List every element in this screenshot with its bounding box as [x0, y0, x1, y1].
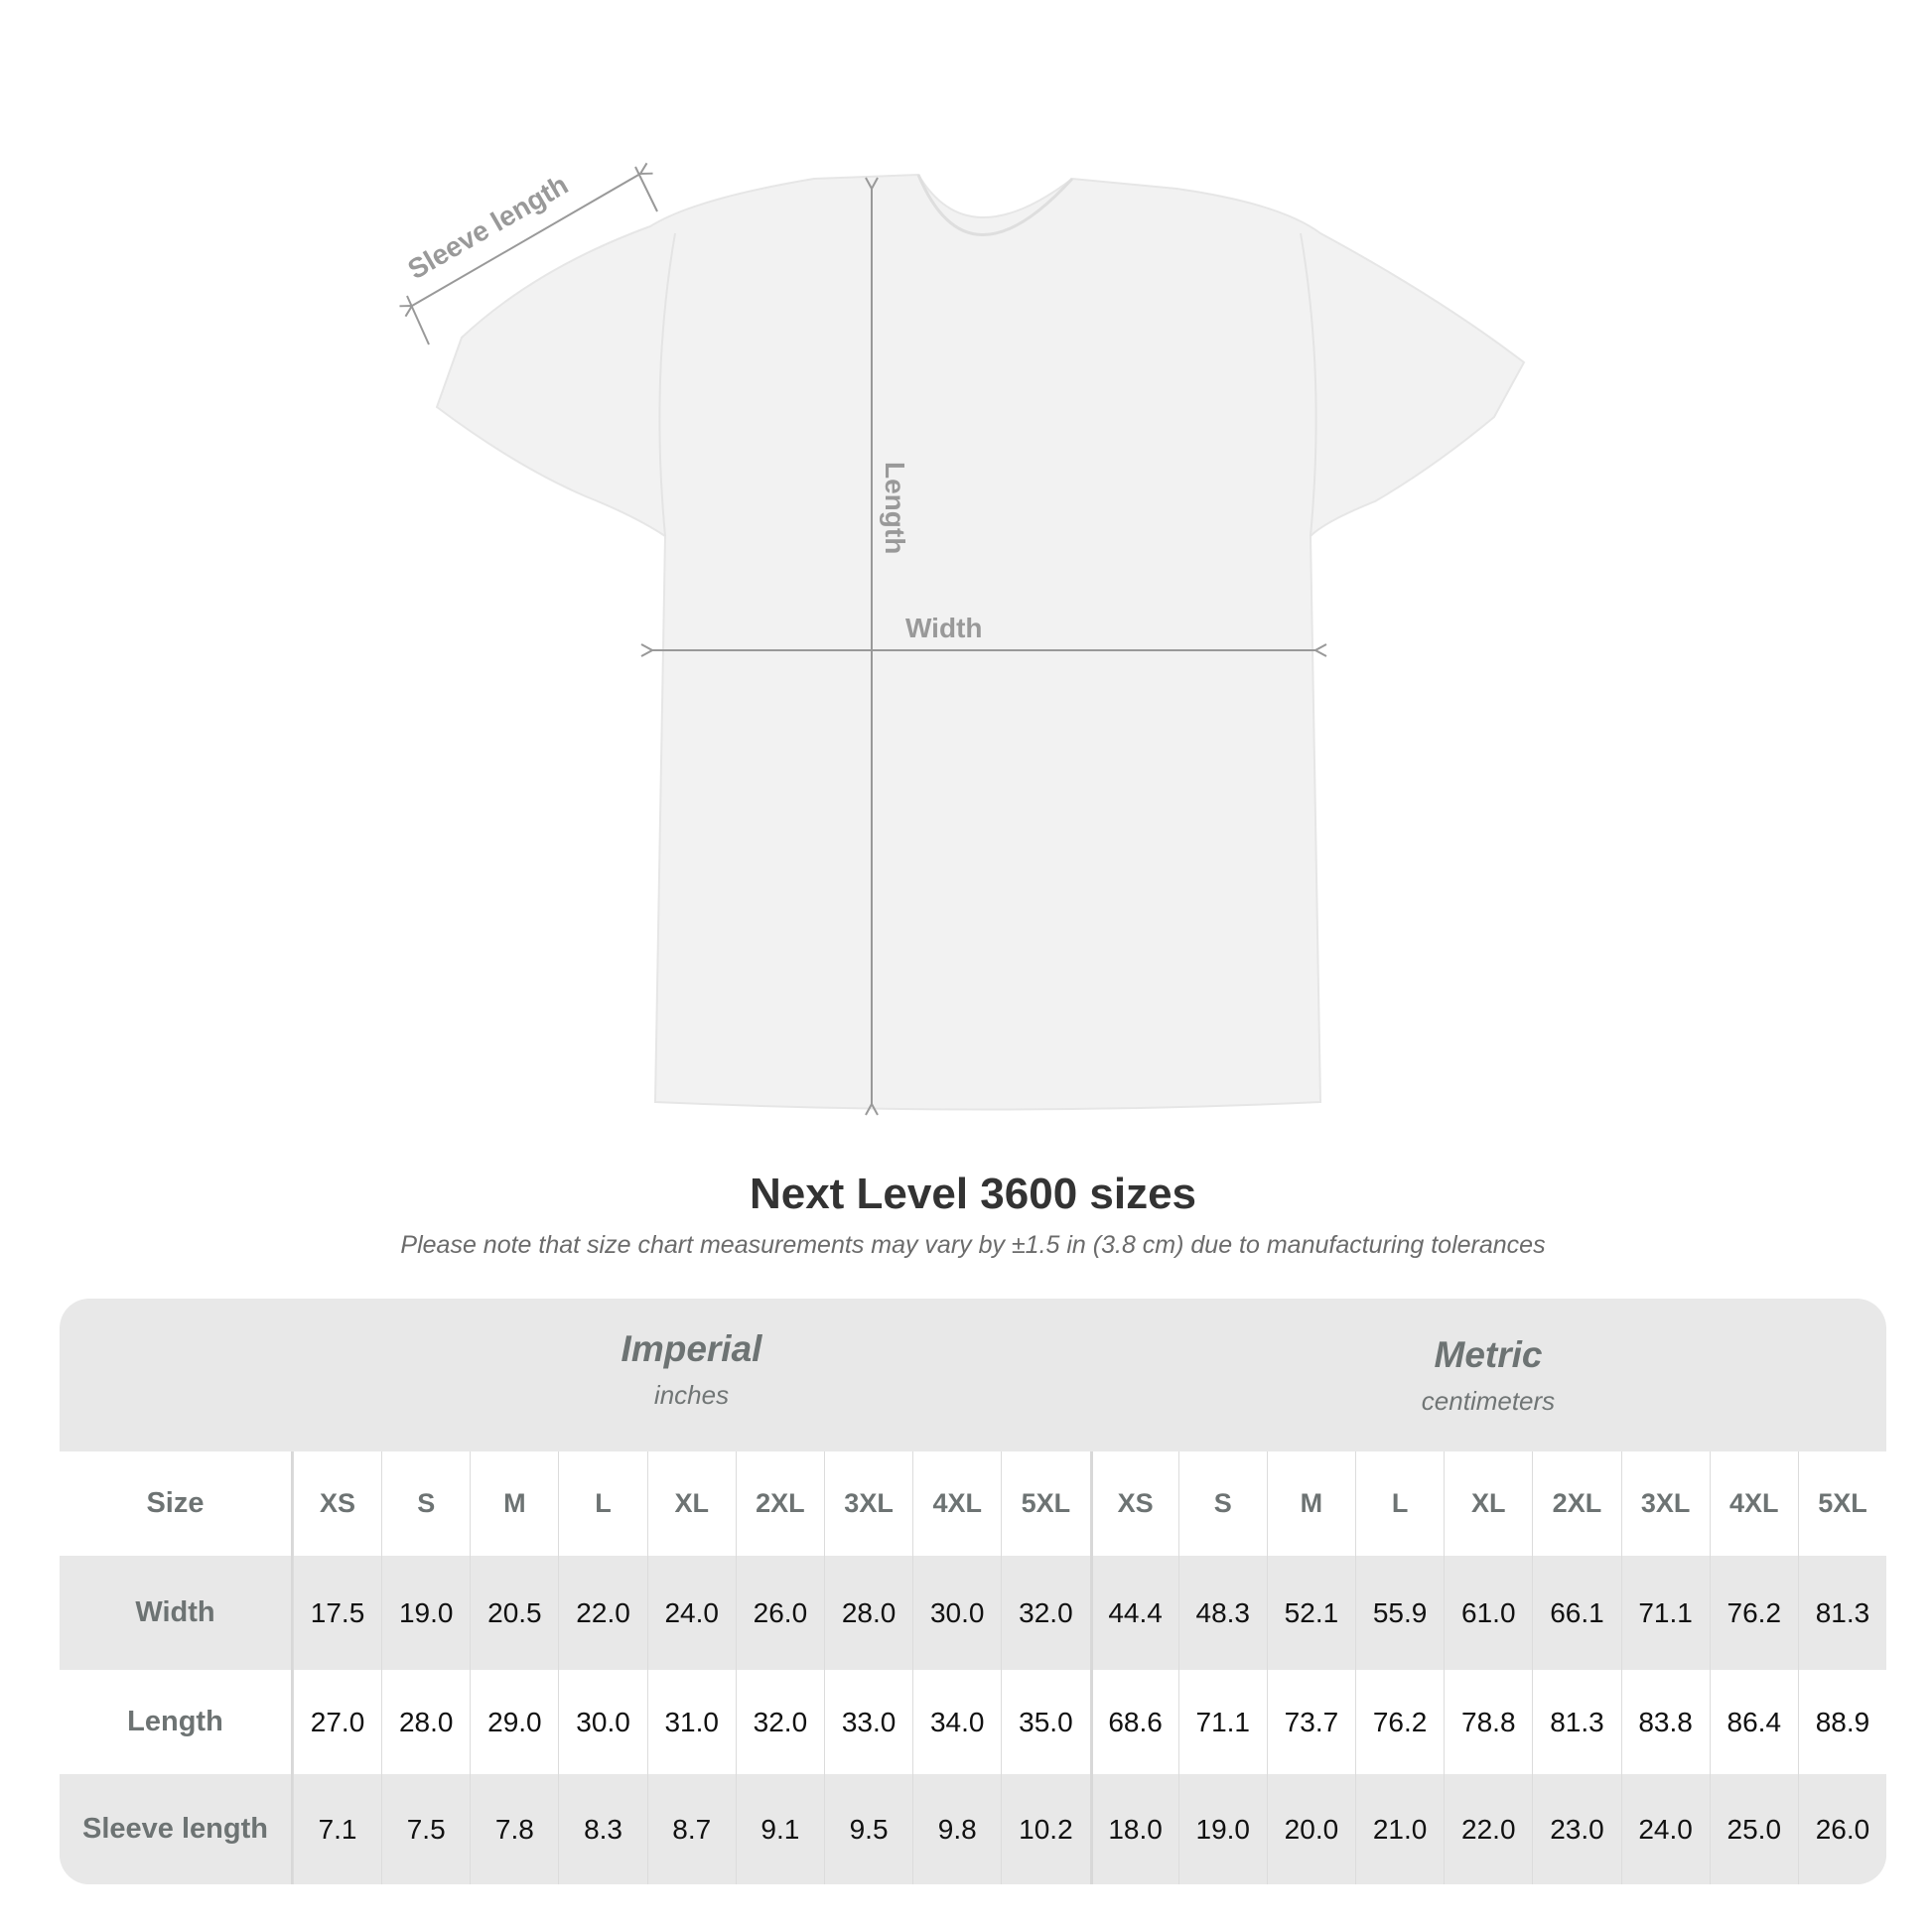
imperial-sleeve-cell: 9.1 — [735, 1774, 824, 1884]
row-label: Sleeve length — [60, 1774, 293, 1884]
imperial-size-header: 2XL — [735, 1451, 824, 1556]
metric-length-cell: 78.8 — [1444, 1670, 1532, 1774]
length-label: Length — [880, 462, 910, 554]
metric-width-cell: 61.0 — [1444, 1556, 1532, 1670]
metric-sleeve-cell: 18.0 — [1089, 1774, 1178, 1884]
metric-size-header: M — [1266, 1451, 1355, 1556]
metric-width-cell: 48.3 — [1177, 1556, 1267, 1670]
row-label: Length — [60, 1670, 293, 1774]
imperial-length-cell: 31.0 — [646, 1670, 736, 1774]
metric-length-cell: 68.6 — [1089, 1670, 1178, 1774]
row-label: Size — [60, 1451, 293, 1556]
metric-size-header: 3XL — [1620, 1451, 1710, 1556]
metric-width-cell: 71.1 — [1620, 1556, 1710, 1670]
imperial-sleeve-cell: 7.1 — [292, 1774, 381, 1884]
metric-length-cell: 71.1 — [1177, 1670, 1267, 1774]
imperial-length-cell: 30.0 — [558, 1670, 646, 1774]
imperial-size-header: 5XL — [1001, 1451, 1089, 1556]
imperial-length-cell: 28.0 — [381, 1670, 470, 1774]
metric-size-header: 4XL — [1709, 1451, 1798, 1556]
metric-size-header: S — [1177, 1451, 1267, 1556]
metric-size-header: XL — [1444, 1451, 1532, 1556]
imperial-width-cell: 24.0 — [646, 1556, 736, 1670]
table-row-size: Size XS S M L XL 2XL 3XL 4XL 5XL XS S M L XL 2XL 3XL 4XL 5… — [60, 1451, 1886, 1556]
metric-width-cell: 44.4 — [1089, 1556, 1178, 1670]
metric-header: Metric centimeters — [1090, 1299, 1886, 1487]
metric-width-cell: 55.9 — [1355, 1556, 1444, 1670]
metric-width-cell: 81.3 — [1797, 1556, 1886, 1670]
table-row-width: Width 17.5 19.0 20.5 22.0 24.0 26.0 28.0 30.0 32.… — [60, 1556, 1886, 1670]
imperial-size-header: M — [470, 1451, 558, 1556]
metric-sleeve-cell: 19.0 — [1177, 1774, 1267, 1884]
imperial-width-cell: 28.0 — [823, 1556, 912, 1670]
imperial-width-cell: 26.0 — [735, 1556, 824, 1670]
imperial-sleeve-cell: 7.8 — [470, 1774, 558, 1884]
imperial-width-cell: 30.0 — [912, 1556, 1001, 1670]
metric-sleeve-cell: 20.0 — [1266, 1774, 1355, 1884]
imperial-size-header: L — [558, 1451, 646, 1556]
metric-unit: centimeters — [1421, 1386, 1556, 1416]
imperial-sleeve-cell: 10.2 — [1001, 1774, 1089, 1884]
metric-length-cell: 83.8 — [1620, 1670, 1710, 1774]
imperial-size-header: XL — [646, 1451, 736, 1556]
imperial-size-header: S — [381, 1451, 470, 1556]
metric-length-cell: 81.3 — [1532, 1670, 1620, 1774]
metric-length-cell: 76.2 — [1355, 1670, 1444, 1774]
imperial-sleeve-cell: 8.7 — [646, 1774, 736, 1884]
sleeve-arrow — [412, 174, 640, 306]
metric-size-header: 5XL — [1797, 1451, 1886, 1556]
metric-size-header: L — [1355, 1451, 1444, 1556]
row-label: Width — [60, 1556, 293, 1670]
imperial-sleeve-cell: 8.3 — [558, 1774, 646, 1884]
metric-width-cell: 52.1 — [1266, 1556, 1355, 1670]
imperial-sleeve-cell: 9.5 — [823, 1774, 912, 1884]
metric-length-cell: 73.7 — [1266, 1670, 1355, 1774]
imperial-length-cell: 27.0 — [292, 1670, 381, 1774]
table-row-length: Length 27.0 28.0 29.0 30.0 31.0 32.0 33.0 34.0 35… — [60, 1670, 1886, 1774]
metric-width-cell: 76.2 — [1709, 1556, 1798, 1670]
imperial-width-cell: 19.0 — [381, 1556, 470, 1670]
tolerance-note: Please note that size chart measurements… — [400, 1231, 1546, 1259]
metric-sleeve-cell: 21.0 — [1355, 1774, 1444, 1884]
imperial-length-cell: 32.0 — [735, 1670, 824, 1774]
imperial-title: Imperial — [621, 1328, 762, 1369]
imperial-sleeve-cell: 9.8 — [912, 1774, 1001, 1884]
imperial-length-cell: 35.0 — [1001, 1670, 1089, 1774]
imperial-size-header: 3XL — [823, 1451, 912, 1556]
metric-size-header: XS — [1089, 1451, 1178, 1556]
imperial-length-cell: 29.0 — [470, 1670, 558, 1774]
imperial-width-cell: 32.0 — [1001, 1556, 1089, 1670]
imperial-length-cell: 33.0 — [823, 1670, 912, 1774]
tshirt-diagram: Sleeve length Length Width — [0, 0, 1526, 1142]
imperial-size-header: XS — [292, 1451, 381, 1556]
imperial-sleeve-cell: 7.5 — [381, 1774, 470, 1884]
width-label: Width — [905, 613, 983, 643]
tshirt-shape — [435, 173, 1526, 1111]
metric-sleeve-cell: 25.0 — [1709, 1774, 1798, 1884]
imperial-length-cell: 34.0 — [912, 1670, 1001, 1774]
table-row-sleeve: Sleeve length 7.1 7.5 7.8 8.3 8.7 9.1 9.5 9.8 10.… — [60, 1774, 1886, 1884]
size-chart-table: Imperial inches Metric centimeters Size X… — [60, 1299, 1886, 1884]
metric-size-header: 2XL — [1532, 1451, 1620, 1556]
metric-width-cell: 66.1 — [1532, 1556, 1620, 1670]
metric-sleeve-cell: 23.0 — [1532, 1774, 1620, 1884]
metric-title: Metric — [1434, 1334, 1543, 1375]
imperial-unit: inches — [653, 1380, 730, 1410]
metric-sleeve-cell: 24.0 — [1620, 1774, 1710, 1884]
page-title: Next Level 3600 sizes — [749, 1170, 1197, 1218]
metric-length-cell: 86.4 — [1709, 1670, 1798, 1774]
imperial-width-cell: 22.0 — [558, 1556, 646, 1670]
imperial-header: Imperial inches — [293, 1299, 1090, 1481]
metric-length-cell: 88.9 — [1797, 1670, 1886, 1774]
metric-sleeve-cell: 22.0 — [1444, 1774, 1532, 1884]
metric-sleeve-cell: 26.0 — [1797, 1774, 1886, 1884]
imperial-width-cell: 20.5 — [470, 1556, 558, 1670]
imperial-size-header: 4XL — [912, 1451, 1001, 1556]
imperial-width-cell: 17.5 — [292, 1556, 381, 1670]
